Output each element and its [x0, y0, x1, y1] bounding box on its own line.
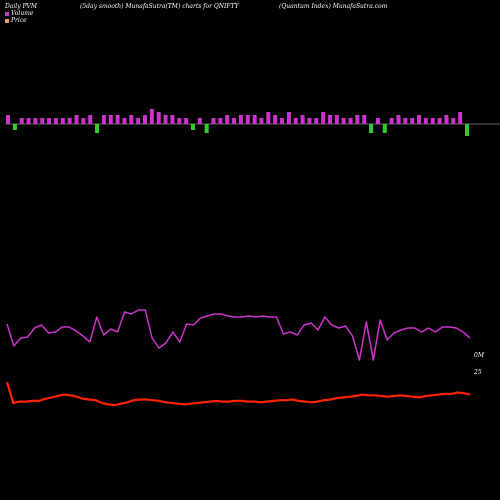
- legend-price: Price: [5, 17, 27, 24]
- volume-bar: [369, 124, 374, 133]
- volume-bar: [259, 118, 264, 124]
- legend-price-swatch: [5, 18, 9, 23]
- volume-bar: [300, 115, 305, 124]
- volume-bar: [81, 118, 86, 124]
- volume-bar: [321, 112, 326, 124]
- legend-volume-swatch: [5, 11, 9, 16]
- price-axis-label: 25: [474, 369, 482, 376]
- volume-bar: [218, 118, 223, 124]
- volume-bar: [280, 118, 285, 124]
- volume-bar: [245, 115, 250, 124]
- legend-volume-label: Volume: [11, 10, 34, 17]
- volume-bar: [375, 118, 380, 124]
- chart-title-right: (Quantum Index) MunafaSutra.com: [279, 3, 388, 10]
- volume-bar: [293, 118, 298, 124]
- volume-bar: [389, 118, 394, 124]
- volume-bar: [26, 118, 31, 124]
- volume-bar: [47, 118, 52, 124]
- legend-price-label: Price: [11, 17, 27, 24]
- volume-bar: [88, 115, 93, 124]
- volume-bar: [101, 115, 106, 124]
- volume-bar: [232, 118, 237, 124]
- volume-bar: [341, 118, 346, 124]
- volume-bar: [437, 118, 442, 124]
- volume-bar: [211, 118, 216, 124]
- volume-bar: [33, 118, 38, 124]
- volume-bar: [430, 118, 435, 124]
- volume-bar: [60, 118, 65, 124]
- volume-bar: [190, 124, 195, 130]
- volume-bar: [149, 109, 154, 124]
- volume-bar: [143, 115, 148, 124]
- volume-bar: [177, 118, 182, 124]
- volume-bar: [266, 112, 271, 124]
- volume-bar: [204, 124, 209, 133]
- volume-bar: [95, 124, 100, 133]
- volume-bar: [410, 118, 415, 124]
- volume-bar: [74, 115, 79, 124]
- volume-bar: [334, 115, 339, 124]
- volume-bar: [184, 118, 189, 124]
- volume-bar: [67, 118, 72, 124]
- volume-bar: [238, 115, 243, 124]
- volume-bar: [53, 118, 58, 124]
- legend-volume: Volume: [5, 10, 33, 17]
- series-line-volume: [6, 309, 471, 361]
- volume-bar: [444, 115, 449, 124]
- volume-bar: [314, 118, 319, 124]
- volume-bar: [417, 115, 422, 124]
- volume-bar: [115, 115, 120, 124]
- volume-bar: [40, 118, 45, 124]
- volume-bar: [327, 115, 332, 124]
- volume-bar: [451, 118, 456, 124]
- volume-bar: [129, 115, 134, 124]
- volume-bar: [396, 115, 401, 124]
- volume-bar: [307, 118, 312, 124]
- volume-bar: [382, 124, 387, 133]
- volume-bar: [108, 115, 113, 124]
- series-line-price: [5, 381, 471, 407]
- chart-title-left: Daily PVM: [5, 3, 38, 10]
- volume-bar: [170, 115, 175, 124]
- volume-bar: [423, 118, 428, 124]
- volume-bar: [348, 118, 353, 124]
- volume-bar: [6, 115, 10, 124]
- volume-bar: [136, 118, 141, 124]
- volume-bar: [286, 112, 291, 124]
- volume-axis-label: 0M: [474, 352, 484, 359]
- volume-bar: [458, 112, 463, 124]
- chart-title-middle: (5day smooth) MunafaSutra(TM) charts for…: [80, 3, 239, 10]
- volume-bar: [163, 115, 168, 124]
- volume-bar: [465, 124, 469, 136]
- volume-bar: [156, 112, 161, 124]
- volume-bar: [122, 118, 127, 124]
- volume-bar: [225, 115, 230, 124]
- volume-bar: [362, 115, 367, 124]
- volume-bar: [252, 115, 257, 124]
- volume-bar: [273, 115, 278, 124]
- volume-bar: [12, 124, 17, 130]
- volume-bar: [355, 115, 360, 124]
- volume-bar: [19, 118, 24, 124]
- volume-bar: [197, 118, 202, 124]
- volume-bar: [403, 118, 408, 124]
